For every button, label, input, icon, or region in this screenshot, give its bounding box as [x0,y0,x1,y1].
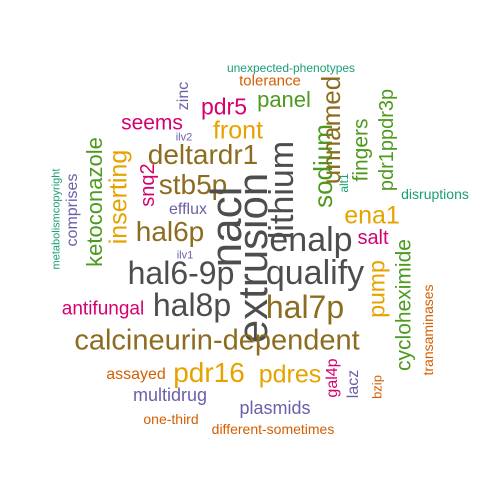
word-fingers: fingers [349,118,373,182]
word-snq2: snq2 [137,163,159,207]
word-enalp: enalp [269,221,353,259]
word-pdres: pdres [258,360,322,389]
word-front: front [212,116,264,145]
word-ena1: ena1 [344,201,400,230]
word-tolerance: tolerance [239,72,301,90]
word-cycloheximide: cycloheximide [392,239,416,371]
word-pdr1ppdr3p: pdr1ppdr3p [376,88,398,192]
word-inserting: inserting [104,149,133,245]
word-ketoconazole: ketoconazole [82,137,107,267]
word-unexpected-phenotypes: unexpected-phenotypes [226,61,356,75]
word-comprises: comprises [64,173,81,247]
word-transaminases: transaminases [420,284,436,376]
word-ilv1: ilv1 [176,249,194,262]
word-qualify: qualify [265,254,365,292]
word-bzip: bzip [369,375,385,399]
word-calcineurin-dependent: calcineurin-dependent [74,324,360,357]
word-efflux: efflux [169,201,207,218]
word-metabolismcopyright: metabolismcopyright [50,168,63,270]
word-pdr16: pdr16 [173,357,245,388]
word-gal4p: gal4p [324,358,341,398]
word-disruptions: disruptions [401,186,469,202]
word-alt1: alt1 [337,173,351,193]
word-deltardr1: deltardr1 [147,139,259,170]
word-plasmids: plasmids [239,398,311,418]
word-hal6p: hal6p [135,216,205,247]
word-unnamed: unnamed [316,75,346,185]
word-lacz: lacz [345,369,362,399]
word-multidrug: multidrug [132,385,208,405]
word-pump: pump [363,260,390,318]
word-panel: panel [257,87,311,112]
word-stb5p: stb5p [158,169,228,200]
word-hal8p: hal8p [152,287,232,323]
word-hal7p: hal7p [265,289,345,325]
word-different-sometimes: different-sometimes [211,421,335,437]
word-ilv2: ilv2 [175,131,193,144]
word-zinc: zinc [175,81,192,111]
word-one-third: one-third [143,411,199,427]
word-hal6-9p: hal6-9p [127,255,235,291]
word-salt: salt [357,227,389,249]
word-antifungal: antifungal [61,298,145,320]
word-pdr5: pdr5 [200,93,248,120]
word-assayed: assayed [106,366,166,383]
word-seems: seems [121,111,183,135]
